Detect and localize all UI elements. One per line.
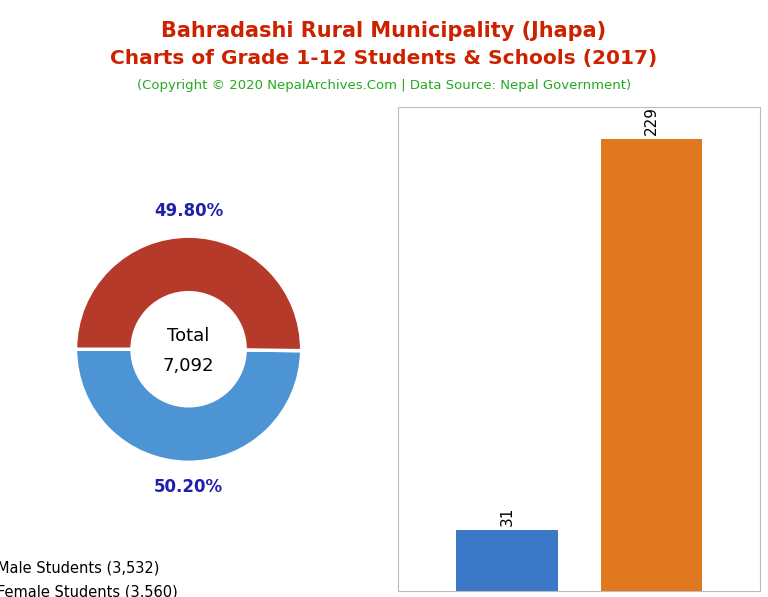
Bar — [601, 139, 703, 591]
Text: 31: 31 — [499, 506, 515, 526]
Text: Charts of Grade 1-12 Students & Schools (2017): Charts of Grade 1-12 Students & Schools … — [111, 49, 657, 68]
Legend: Male Students (3,532), Female Students (3,560): Male Students (3,532), Female Students (… — [0, 555, 182, 597]
Text: 49.80%: 49.80% — [154, 202, 223, 220]
Wedge shape — [75, 236, 302, 350]
Text: 50.20%: 50.20% — [154, 478, 223, 496]
Text: Total: Total — [167, 327, 210, 344]
Text: 229: 229 — [644, 106, 659, 135]
Bar — [456, 530, 558, 591]
Wedge shape — [75, 349, 302, 462]
Text: Bahradashi Rural Municipality (Jhapa): Bahradashi Rural Municipality (Jhapa) — [161, 21, 607, 41]
Text: (Copyright © 2020 NepalArchives.Com | Data Source: Nepal Government): (Copyright © 2020 NepalArchives.Com | Da… — [137, 79, 631, 92]
Text: 7,092: 7,092 — [163, 357, 214, 375]
